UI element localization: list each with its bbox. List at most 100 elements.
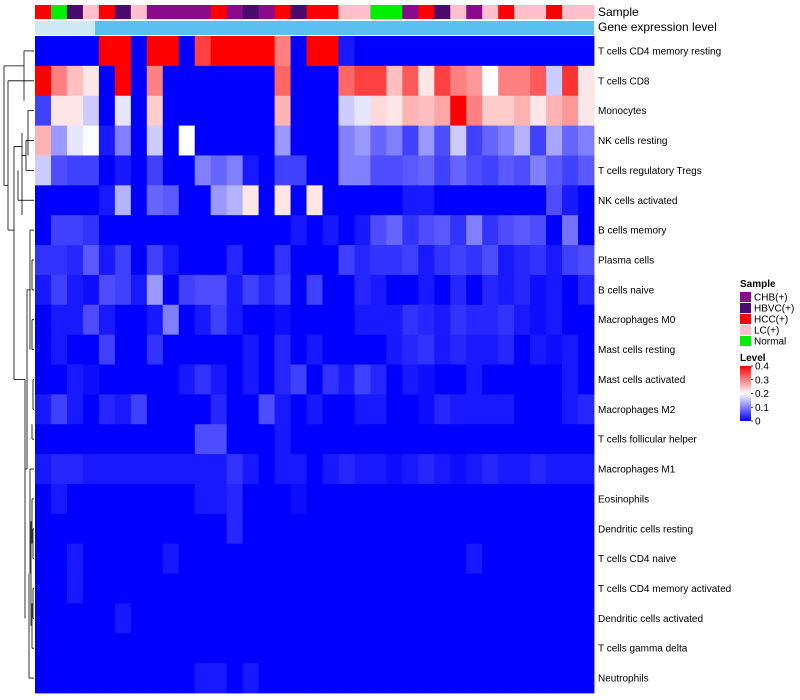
heatmap-cell [130, 663, 148, 694]
heatmap-cell [290, 185, 307, 216]
heatmap-cell [402, 663, 419, 694]
heatmap-cell [98, 424, 116, 455]
heatmap-cell [450, 394, 467, 425]
heatmap-cell [514, 364, 531, 395]
heatmap-cell [162, 603, 180, 634]
heatmap-cell [290, 663, 307, 694]
heatmap-cell [98, 633, 116, 664]
heatmap-cell [450, 245, 467, 276]
heatmap-cell [178, 304, 196, 336]
heatmap-cell [562, 274, 579, 306]
heatmap-cell [210, 633, 228, 664]
heatmap-cell [162, 334, 180, 365]
heatmap-cell [306, 543, 323, 574]
heatmap-cell [162, 633, 180, 664]
heatmap-cell [450, 36, 467, 67]
heatmap-cell [82, 185, 100, 216]
sample-annotation-cell [338, 5, 355, 19]
heatmap-cell [114, 274, 132, 306]
heatmap-cell [498, 334, 515, 365]
heatmap-cell [466, 513, 483, 545]
heatmap-cell [418, 125, 435, 156]
heatmap-cell [562, 125, 579, 156]
heatmap-cell [322, 215, 339, 246]
heatmap-cell [114, 304, 132, 336]
heatmap-cell [338, 633, 355, 664]
heatmap-cell [338, 483, 355, 515]
heatmap-cell [466, 573, 483, 604]
heatmap-cell [482, 155, 499, 186]
heatmap-cell [258, 36, 275, 67]
heatmap-cell [354, 185, 371, 216]
heatmap-cell [322, 364, 339, 395]
heatmap-cell [546, 304, 563, 336]
heatmap-cell [226, 36, 244, 67]
heatmap-cell [482, 633, 499, 664]
heatmap-cell [114, 155, 132, 186]
heatmap-cell [242, 95, 259, 126]
heatmap-cell [418, 603, 435, 634]
heatmap-cell [82, 155, 100, 186]
heatmap-cell [98, 603, 116, 634]
heatmap-cell [98, 65, 116, 97]
heatmap-cell [322, 245, 339, 276]
heatmap-cell [210, 454, 228, 485]
heatmap-cell [98, 364, 116, 395]
heatmap-cell [194, 334, 212, 365]
heatmap-cell [35, 663, 52, 694]
heatmap-cell [434, 215, 451, 246]
heatmap-cell [35, 185, 52, 216]
legend-sample-entries: CHB(+)HBVC(+)HCC(+)LC(+)Normal [740, 292, 794, 348]
heatmap-cell [274, 215, 291, 246]
row-label: T cells CD4 naive [598, 554, 677, 565]
heatmap-cell [35, 65, 52, 97]
heatmap-cell [82, 334, 100, 365]
heatmap-cell [306, 245, 323, 276]
heatmap-cell [146, 633, 164, 664]
heatmap-cell [530, 513, 547, 545]
heatmap-cell [130, 185, 148, 216]
heatmap-cell [226, 573, 244, 604]
heatmap-cell [82, 304, 100, 336]
heatmap-cell [578, 65, 595, 97]
heatmap-cell [338, 36, 355, 67]
heatmap-cell [66, 513, 84, 545]
heatmap-cell [578, 424, 595, 455]
heatmap-cell [114, 573, 132, 604]
sample-annotation-cell [82, 5, 100, 19]
heatmap-cell [130, 573, 148, 604]
heatmap-cell [274, 573, 291, 604]
heatmap-cell [354, 215, 371, 246]
heatmap-cell [242, 36, 259, 67]
heatmap-cell [66, 65, 84, 97]
heatmap-cell [514, 65, 531, 97]
heatmap-cell [50, 633, 68, 664]
heatmap-cell [210, 95, 228, 126]
heatmap-cell [546, 36, 563, 67]
heatmap-cell [194, 543, 212, 574]
heatmap-cell [242, 454, 259, 485]
heatmap-cell [450, 603, 467, 634]
heatmap-cell [370, 573, 387, 604]
sample-annotation-cell [530, 5, 547, 19]
heatmap-cell [98, 215, 116, 246]
heatmap-cell [178, 394, 196, 425]
heatmap-cell [66, 483, 84, 515]
heatmap-cell [98, 663, 116, 694]
heatmap-cell [290, 424, 307, 455]
heatmap-cell [194, 573, 212, 604]
heatmap-cell [434, 364, 451, 395]
heatmap-cell [482, 394, 499, 425]
sample-annotation-cell [98, 5, 116, 19]
heatmap-cell [514, 304, 531, 336]
heatmap-cell [434, 394, 451, 425]
heatmap-cell [578, 95, 595, 126]
legend-level-tick-label: 0.3 [755, 375, 769, 386]
heatmap-cell [562, 603, 579, 634]
heatmap-cell [418, 155, 435, 186]
heatmap-cell [226, 95, 244, 126]
heatmap-cell [386, 454, 403, 485]
heatmap-cell [210, 603, 228, 634]
heatmap-cell [466, 185, 483, 216]
heatmap-cell [322, 543, 339, 574]
